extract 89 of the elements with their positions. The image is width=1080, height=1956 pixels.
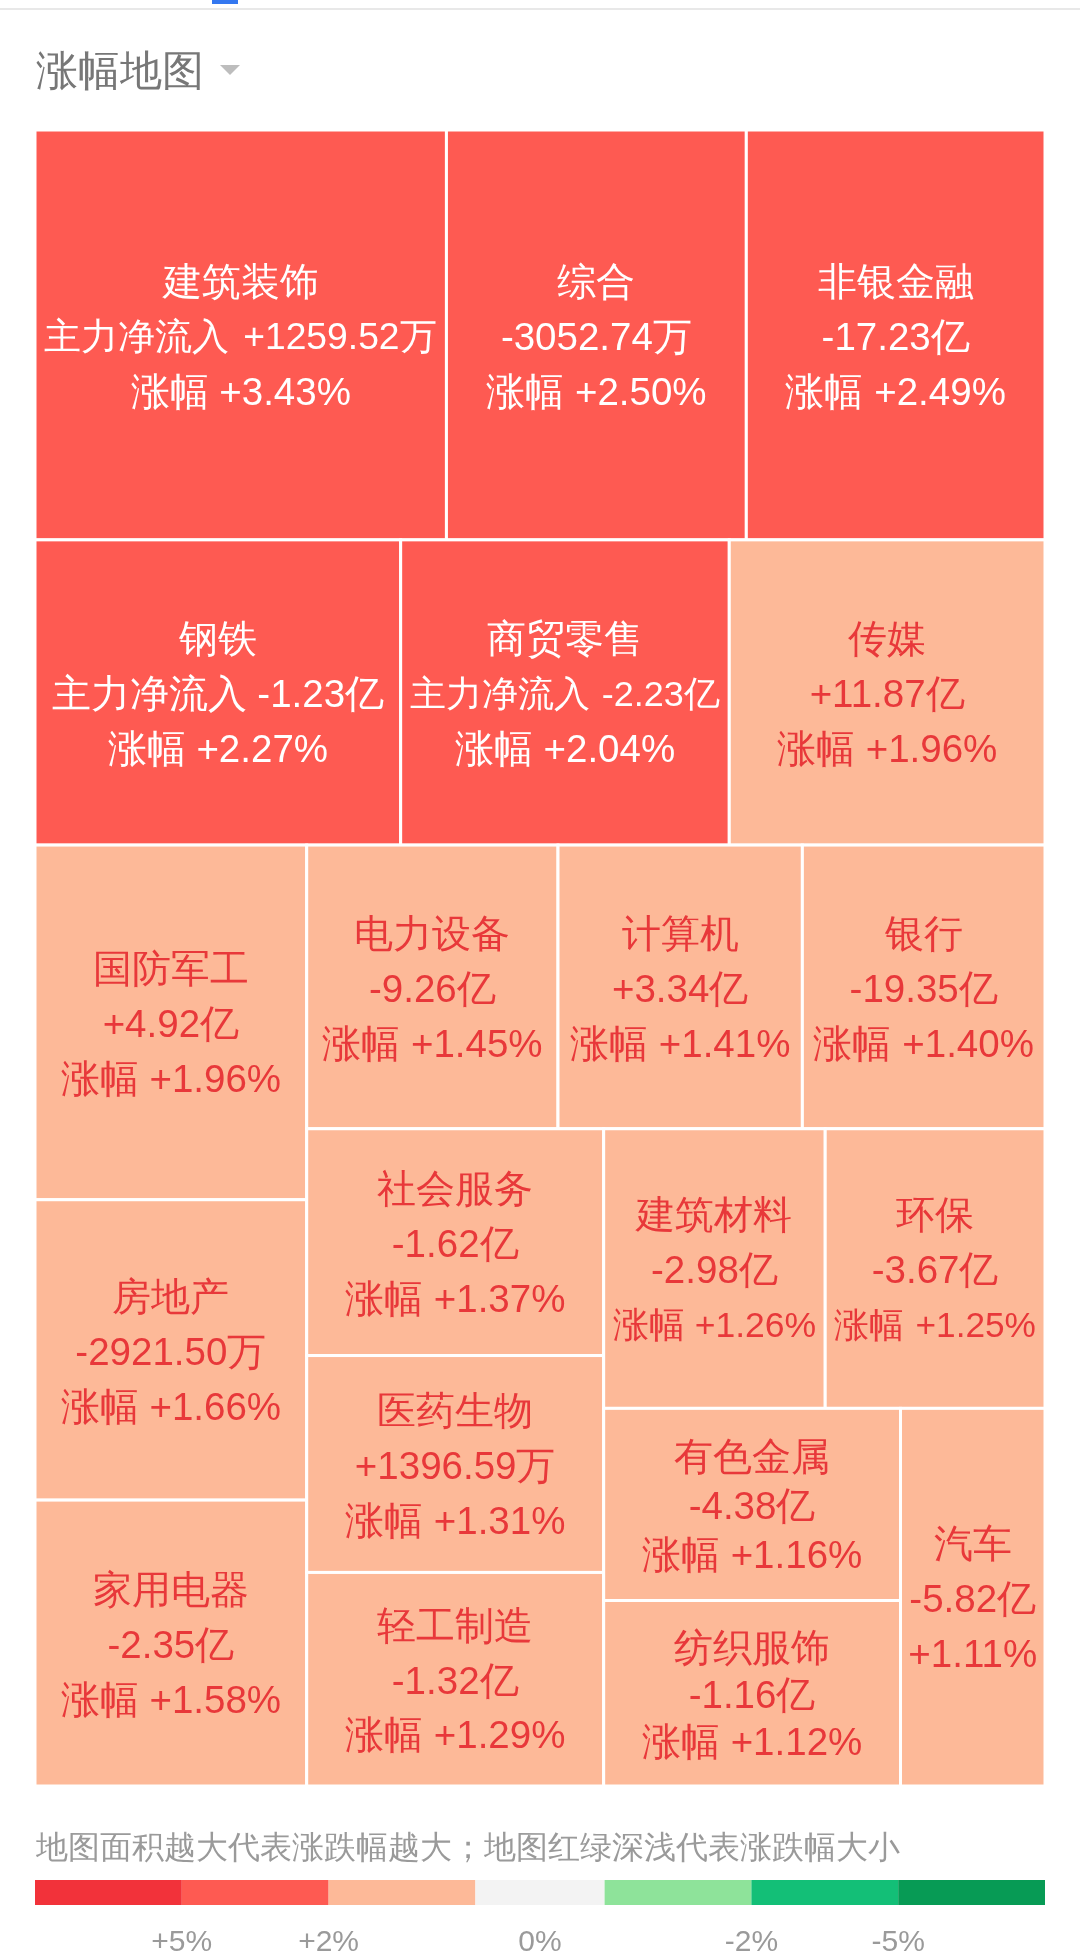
text: 主力净流入: [409, 673, 590, 715]
text: 涨幅: [569, 1021, 648, 1065]
data-label: +1396.59万: [354, 1443, 556, 1487]
data-label: -4.38亿: [688, 1484, 816, 1528]
data-label: +1.40%: [902, 1021, 1034, 1065]
text: 地图面积越大代表涨跌幅越大；地图红绿深浅代表涨跌幅大小: [35, 1829, 900, 1865]
data-label: -5.82亿: [909, 1576, 1037, 1620]
category-label: 医药生物: [377, 1388, 534, 1432]
text: 涨幅: [130, 369, 209, 413]
series-label: 涨幅: [612, 1305, 685, 1346]
category-label: 环保: [896, 1193, 975, 1237]
data-label: -1.23亿: [257, 672, 385, 716]
data-label: -2.23亿: [601, 673, 720, 715]
data-label: +2.27%: [196, 727, 329, 771]
data-label: +3.34亿: [611, 966, 749, 1010]
text: 主力净流入: [51, 672, 247, 716]
data-label: +1.45%: [410, 1021, 543, 1065]
text: +2%: [298, 1924, 360, 1956]
category-label: 传媒: [848, 617, 927, 661]
text: 涨幅: [776, 727, 855, 771]
text: 涨幅: [107, 727, 186, 771]
category-label: 汽车: [933, 1521, 1012, 1565]
data-label: +1.16%: [730, 1533, 863, 1577]
text: 涨幅: [60, 1384, 139, 1428]
category-label: 家用电器: [92, 1567, 249, 1611]
category-label: 建筑材料: [635, 1193, 793, 1237]
data-label: -2921.50万: [75, 1329, 267, 1373]
data-label: -1.62亿: [391, 1221, 519, 1265]
data-label: -3052.74万: [500, 314, 692, 358]
data-label: +1.11%: [908, 1631, 1038, 1675]
data-label: -3.67亿: [871, 1248, 999, 1292]
data-label: -19.35亿: [849, 966, 998, 1010]
category-label: 非银金融: [817, 259, 974, 303]
data-label: +2.49%: [874, 369, 1006, 413]
text: 涨幅: [322, 1021, 401, 1065]
text: 主力净流入: [44, 315, 229, 358]
data-label: -2.35亿: [107, 1622, 235, 1666]
category-label: 计算机: [621, 911, 739, 955]
data-label: +3.43%: [219, 369, 351, 413]
text: 涨幅: [486, 369, 565, 413]
text: 涨幅地图: [36, 47, 204, 94]
category-label: 国防军工: [92, 947, 249, 991]
text: 涨幅: [344, 1498, 423, 1542]
data-label: +1259.52万: [243, 315, 437, 358]
data-label: +1.12%: [730, 1720, 863, 1764]
text: +5%: [151, 1924, 213, 1956]
text: -5%: [871, 1924, 925, 1956]
data-label: +1.41%: [658, 1021, 791, 1065]
text: 涨幅: [785, 369, 864, 413]
data-label: -2.98亿: [651, 1248, 778, 1292]
text: 涨幅: [344, 1276, 423, 1320]
data-label: -9.26亿: [368, 966, 496, 1010]
category-label: 银行: [883, 911, 963, 955]
category-label: 电力设备: [354, 911, 511, 955]
data-label: +1.96%: [865, 727, 998, 771]
data-label: +1.66%: [149, 1384, 282, 1428]
text: 0%: [518, 1924, 562, 1956]
text: -2%: [724, 1924, 779, 1956]
text: 涨幅: [641, 1720, 720, 1764]
category-label: 综合: [557, 259, 636, 303]
category-label: 房地产: [112, 1274, 230, 1318]
data-label: -1.16亿: [688, 1672, 816, 1716]
data-label: +2.50%: [574, 369, 707, 413]
data-label: +2.04%: [543, 727, 676, 771]
text: 涨幅: [813, 1021, 892, 1065]
data-label: +1.26%: [694, 1305, 817, 1346]
data-label: +1.37%: [433, 1276, 566, 1320]
category-label: 纺织服饰: [674, 1625, 831, 1669]
category-label: 建筑装饰: [161, 259, 319, 303]
text: 涨幅: [344, 1713, 423, 1757]
data-label: -17.23亿: [821, 314, 970, 358]
text: 涨幅: [641, 1533, 720, 1577]
category-label: 钢铁: [177, 617, 257, 661]
data-label: +1.31%: [433, 1498, 566, 1542]
data-label: +11.87亿: [809, 672, 965, 716]
data-label: +1.58%: [149, 1677, 282, 1721]
category-label: 社会服务: [377, 1166, 534, 1210]
text: 涨幅: [60, 1677, 139, 1721]
text: 涨幅: [454, 727, 533, 771]
text: 涨幅: [834, 1304, 905, 1344]
category-label: 轻工制造: [377, 1604, 534, 1648]
text: 涨幅: [60, 1057, 139, 1101]
data-label: +4.92亿: [102, 1002, 240, 1046]
data-label: -1.32亿: [391, 1658, 519, 1702]
category-label: 有色金属: [674, 1435, 831, 1479]
data-label: +1.25%: [915, 1304, 1036, 1344]
data-label: +1.29%: [433, 1713, 566, 1757]
data-label: +1.96%: [149, 1057, 282, 1101]
category-label: 商贸零售: [486, 617, 643, 661]
